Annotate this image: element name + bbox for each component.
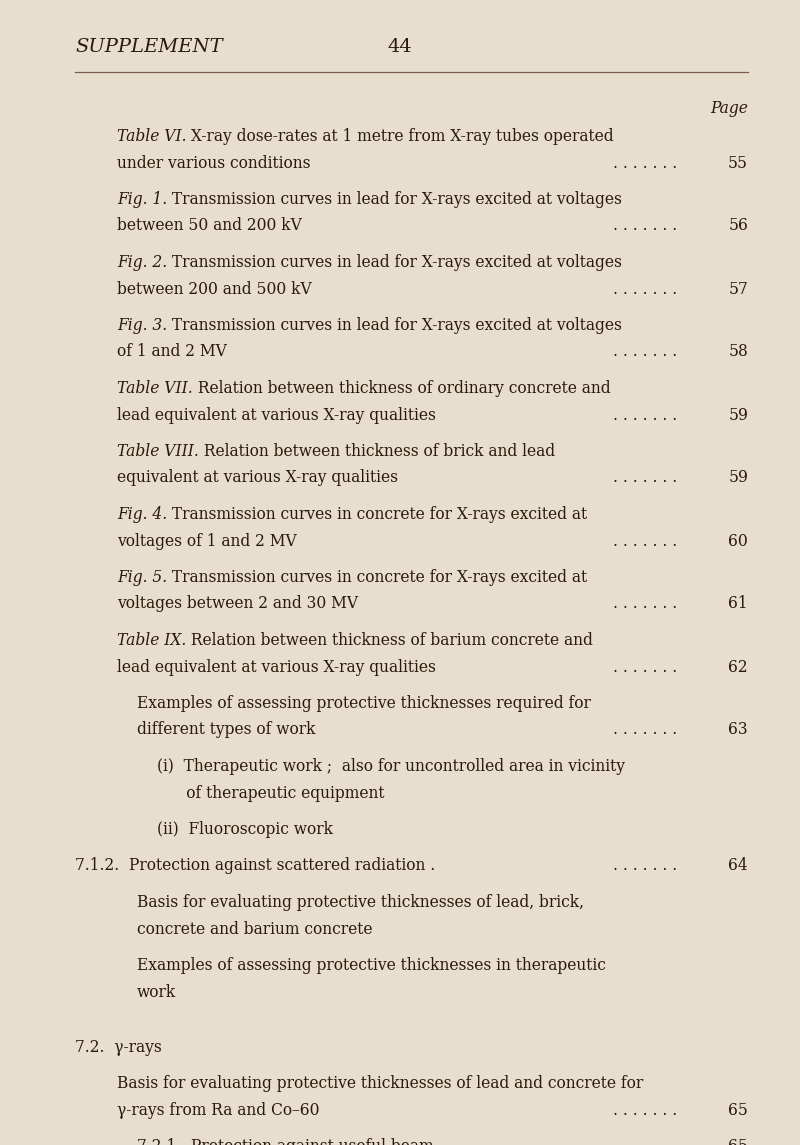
Text: 64: 64 — [728, 858, 748, 875]
Text: Fig. 2.: Fig. 2. — [117, 254, 167, 271]
Text: 7.2.1.  Protection against useful beam .: 7.2.1. Protection against useful beam . — [137, 1138, 443, 1145]
Text: . . . . . . .: . . . . . . . — [613, 658, 678, 676]
Text: different types of work: different types of work — [137, 721, 315, 739]
Text: Basis for evaluating protective thicknesses of lead, brick,: Basis for evaluating protective thicknes… — [137, 894, 584, 911]
Text: SUPPLEMENT: SUPPLEMENT — [75, 38, 222, 56]
Text: Table IX.: Table IX. — [117, 632, 186, 649]
Text: . . . . . . .: . . . . . . . — [613, 1138, 678, 1145]
Text: 59: 59 — [728, 469, 748, 487]
Text: voltages of 1 and 2 MV: voltages of 1 and 2 MV — [117, 532, 297, 550]
Text: Fig. 5.: Fig. 5. — [117, 569, 167, 586]
Text: Transmission curves in lead for X-rays excited at voltages: Transmission curves in lead for X-rays e… — [167, 191, 622, 208]
Text: 44: 44 — [388, 38, 412, 56]
Text: equivalent at various X-ray qualities: equivalent at various X-ray qualities — [117, 469, 398, 487]
Text: between 50 and 200 kV: between 50 and 200 kV — [117, 218, 302, 235]
Text: Basis for evaluating protective thicknesses of lead and concrete for: Basis for evaluating protective thicknes… — [117, 1075, 643, 1092]
Text: Page: Page — [710, 100, 748, 117]
Text: Examples of assessing protective thicknesses required for: Examples of assessing protective thickne… — [137, 695, 591, 712]
Text: 60: 60 — [728, 532, 748, 550]
Text: Transmission curves in concrete for X-rays excited at: Transmission curves in concrete for X-ra… — [167, 506, 587, 523]
Text: Table VII.: Table VII. — [117, 380, 193, 397]
Text: . . . . . . .: . . . . . . . — [613, 595, 678, 613]
Text: Fig. 4.: Fig. 4. — [117, 506, 167, 523]
Text: Table VI.: Table VI. — [117, 128, 186, 145]
Text: of therapeutic equipment: of therapeutic equipment — [157, 784, 385, 801]
Text: voltages between 2 and 30 MV: voltages between 2 and 30 MV — [117, 595, 358, 613]
Text: 56: 56 — [728, 218, 748, 235]
Text: . . . . . . .: . . . . . . . — [613, 1101, 678, 1119]
Text: X-ray dose-rates at 1 metre from X-ray tubes operated: X-ray dose-rates at 1 metre from X-ray t… — [186, 128, 614, 145]
Text: concrete and barium concrete: concrete and barium concrete — [137, 921, 373, 938]
Text: Relation between thickness of barium concrete and: Relation between thickness of barium con… — [186, 632, 593, 649]
Text: Table VIII.: Table VIII. — [117, 443, 198, 460]
Text: 55: 55 — [728, 155, 748, 172]
Text: under various conditions: under various conditions — [117, 155, 310, 172]
Text: . . . . . . .: . . . . . . . — [613, 469, 678, 487]
Text: Relation between thickness of ordinary concrete and: Relation between thickness of ordinary c… — [193, 380, 610, 397]
Text: 65: 65 — [728, 1101, 748, 1119]
Text: 7.1.2.  Protection against scattered radiation .: 7.1.2. Protection against scattered radi… — [75, 858, 435, 875]
Text: 59: 59 — [728, 406, 748, 424]
Text: lead equivalent at various X-ray qualities: lead equivalent at various X-ray qualiti… — [117, 406, 436, 424]
Text: . . . . . . .: . . . . . . . — [613, 858, 678, 875]
Text: between 200 and 500 kV: between 200 and 500 kV — [117, 281, 312, 298]
Text: 61: 61 — [728, 595, 748, 613]
Text: . . . . . . .: . . . . . . . — [613, 721, 678, 739]
Text: . . . . . . .: . . . . . . . — [613, 281, 678, 298]
Text: γ-rays from Ra and Co–60: γ-rays from Ra and Co–60 — [117, 1101, 319, 1119]
Text: . . . . . . .: . . . . . . . — [613, 532, 678, 550]
Text: 58: 58 — [728, 344, 748, 361]
Text: Transmission curves in concrete for X-rays excited at: Transmission curves in concrete for X-ra… — [167, 569, 587, 586]
Text: (ii)  Fluoroscopic work: (ii) Fluoroscopic work — [157, 821, 333, 838]
Text: 65: 65 — [728, 1138, 748, 1145]
Text: 57: 57 — [728, 281, 748, 298]
Text: work: work — [137, 984, 176, 1001]
Text: 7.2.  γ-rays: 7.2. γ-rays — [75, 1039, 162, 1056]
Text: Fig. 1.: Fig. 1. — [117, 191, 167, 208]
Text: 62: 62 — [728, 658, 748, 676]
Text: Transmission curves in lead for X-rays excited at voltages: Transmission curves in lead for X-rays e… — [167, 317, 622, 334]
Text: . . . . . . .: . . . . . . . — [613, 344, 678, 361]
Text: (i)  Therapeutic work ;  also for uncontrolled area in vicinity: (i) Therapeutic work ; also for uncontro… — [157, 758, 625, 775]
Text: of 1 and 2 MV: of 1 and 2 MV — [117, 344, 227, 361]
Text: . . . . . . .: . . . . . . . — [613, 155, 678, 172]
Text: . . . . . . .: . . . . . . . — [613, 218, 678, 235]
Text: . . . . . . .: . . . . . . . — [613, 406, 678, 424]
Text: Examples of assessing protective thicknesses in therapeutic: Examples of assessing protective thickne… — [137, 957, 606, 974]
Text: Fig. 3.: Fig. 3. — [117, 317, 167, 334]
Text: Relation between thickness of brick and lead: Relation between thickness of brick and … — [198, 443, 555, 460]
Text: lead equivalent at various X-ray qualities: lead equivalent at various X-ray qualiti… — [117, 658, 436, 676]
Text: Transmission curves in lead for X-rays excited at voltages: Transmission curves in lead for X-rays e… — [167, 254, 622, 271]
Text: 63: 63 — [728, 721, 748, 739]
